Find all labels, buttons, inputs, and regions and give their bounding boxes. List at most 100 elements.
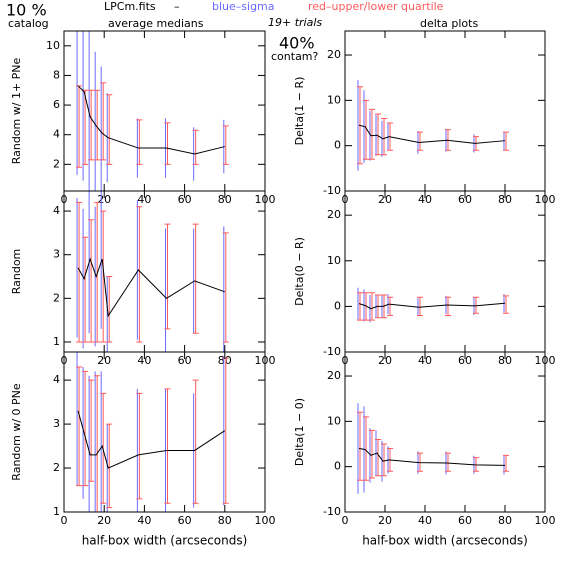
quartile-bar	[222, 357, 229, 504]
quartile-bar	[357, 411, 363, 481]
right-title: delta plots	[420, 17, 478, 30]
x-tick-label: 20	[378, 514, 392, 527]
median-line	[77, 257, 225, 318]
x-tick-label: 100	[255, 514, 276, 527]
y-tick-label: 20	[327, 369, 341, 382]
quartile-bar	[503, 295, 509, 314]
x-tick-label: 40	[137, 193, 151, 206]
quartile-bar	[94, 89, 101, 161]
quartile-bar	[88, 219, 95, 343]
quartile-bar	[82, 370, 89, 487]
quartile-bar	[76, 366, 83, 487]
y-tick-label: 1	[53, 505, 60, 518]
panel	[76, 31, 229, 191]
y-tick-label: 3	[53, 248, 60, 261]
quartile-bar	[106, 276, 113, 343]
x-tick-label: 60	[458, 354, 472, 367]
trials: 19+ trials	[268, 16, 322, 29]
x-tick-label: 60	[178, 193, 192, 206]
y-axis-label: Random w/ 1+ PNe	[10, 57, 23, 164]
quartile-bar	[417, 296, 423, 317]
quartile-bar	[369, 292, 375, 321]
median-line	[358, 448, 506, 466]
x-tick-label: 60	[178, 354, 192, 367]
quartile-bar	[363, 416, 369, 481]
panel	[357, 403, 509, 494]
panel	[357, 287, 509, 323]
y-tick-label: 8	[53, 68, 60, 81]
y-axis-label: Delta(1 − 0)	[293, 398, 306, 466]
median-line	[77, 410, 226, 469]
quartile-bar	[375, 113, 381, 156]
quartile-bar	[164, 388, 171, 504]
quartile-legend: red–upper/lower quartile	[308, 0, 444, 13]
median-line	[77, 85, 225, 155]
y-tick-label: 3	[53, 417, 60, 430]
quartile-bar	[192, 223, 199, 334]
quartile-bar	[82, 236, 89, 343]
y-axis-label: Delta(1 − R)	[293, 77, 306, 146]
quartile-bar	[357, 292, 363, 321]
x-tick-label: 40	[137, 514, 151, 527]
dash: –	[174, 0, 180, 13]
quartile-bar	[88, 379, 95, 482]
quartile-bar	[445, 296, 451, 317]
quartile-bar	[222, 125, 229, 165]
y-axis-label: Delta(0 − R)	[293, 237, 306, 306]
quartile-bar	[417, 131, 423, 151]
x-tick-label: 60	[178, 514, 192, 527]
quartile-bar	[369, 429, 375, 479]
x-tick-label: 80	[218, 514, 232, 527]
quartile-bar	[106, 423, 113, 509]
y-tick-label: 20	[327, 48, 341, 61]
y-tick-label: 2	[53, 461, 60, 474]
quartile-bar	[136, 119, 143, 165]
y-tick-label: 20	[327, 208, 341, 221]
quartile-bar	[76, 85, 83, 168]
x-tick-label: 40	[418, 354, 432, 367]
x-tick-label: 80	[498, 193, 512, 206]
x-tick-label: 80	[498, 354, 512, 367]
median-line	[358, 302, 506, 310]
panel-frame	[344, 351, 546, 513]
y-tick-label: 4	[53, 204, 60, 217]
x-tick-label: 40	[137, 354, 151, 367]
x-axis-label: half-box width (arcseconds)	[362, 534, 528, 548]
quartile-bar	[192, 379, 199, 504]
x-tick-label: 0	[342, 514, 349, 527]
y-tick-label: 0	[334, 139, 341, 152]
quartile-bar	[445, 452, 451, 472]
panel-frame	[63, 351, 266, 513]
sigma-legend: blue–sigma	[212, 0, 275, 13]
quartile-bar	[381, 117, 387, 156]
x-tick-label: 60	[458, 514, 472, 527]
quartile-bar	[222, 232, 229, 343]
y-tick-label: -10	[323, 345, 341, 358]
y-tick-label: 2	[53, 291, 60, 304]
y-tick-label: 0	[334, 299, 341, 312]
x-tick-label: 80	[218, 193, 232, 206]
x-tick-label: 60	[458, 193, 472, 206]
quartile-bar	[387, 296, 393, 317]
y-axis-label: Random w/ 0 PNe	[10, 383, 23, 481]
quartile-bar	[136, 206, 143, 343]
file-name: LPCm.fits	[104, 0, 156, 13]
y-tick-label: -10	[323, 184, 341, 197]
quartile-bar	[76, 201, 83, 343]
panel	[76, 352, 229, 512]
x-tick-label: 20	[378, 193, 392, 206]
quartile-bar	[164, 223, 171, 330]
catalog-pct: 10 %	[6, 1, 47, 20]
left-title: average medians	[108, 17, 204, 30]
x-axis-label: half-box width (arcseconds)	[82, 534, 248, 548]
y-tick-label: 0	[334, 460, 341, 473]
median-line	[358, 124, 506, 144]
quartile-bar	[164, 122, 171, 165]
x-tick-label: 80	[218, 354, 232, 367]
x-tick-label: 80	[498, 514, 512, 527]
x-tick-label: 20	[97, 514, 111, 527]
quartile-bar	[192, 129, 199, 165]
panel	[76, 191, 229, 352]
quartile-bar	[375, 438, 381, 477]
y-tick-label: 10	[46, 39, 60, 52]
